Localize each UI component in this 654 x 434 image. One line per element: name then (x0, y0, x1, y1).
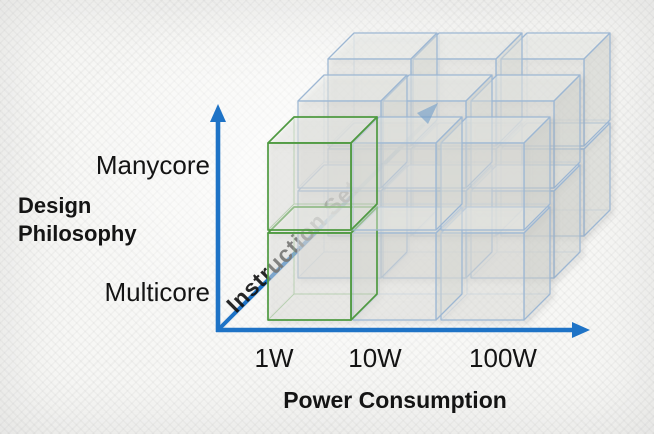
cube (297, 74, 408, 189)
y-axis-title-line1: Design (18, 193, 92, 218)
x-axis-arrowhead-icon (572, 322, 590, 338)
cube-depth-layer (267, 116, 551, 321)
highlighted-cube (267, 116, 378, 231)
cube-lattice (267, 32, 611, 321)
x-tick-100w: 100W (469, 343, 537, 373)
x-axis-title: Power Consumption (283, 387, 507, 413)
x-tick-1w: 1W (254, 343, 294, 373)
x-tick-10w: 10W (348, 343, 402, 373)
y-axis-title: Design Philosophy (18, 192, 137, 248)
z-axis-arrowhead-icon (417, 103, 438, 124)
y-axis-arrowhead-icon (210, 104, 226, 122)
y-tick-multicore: Multicore (104, 277, 210, 307)
y-axis-title-line2: Philosophy (18, 221, 137, 246)
axes (210, 104, 590, 338)
highlighted-cube (267, 206, 378, 321)
y-tick-manycore: Manycore (95, 150, 210, 180)
